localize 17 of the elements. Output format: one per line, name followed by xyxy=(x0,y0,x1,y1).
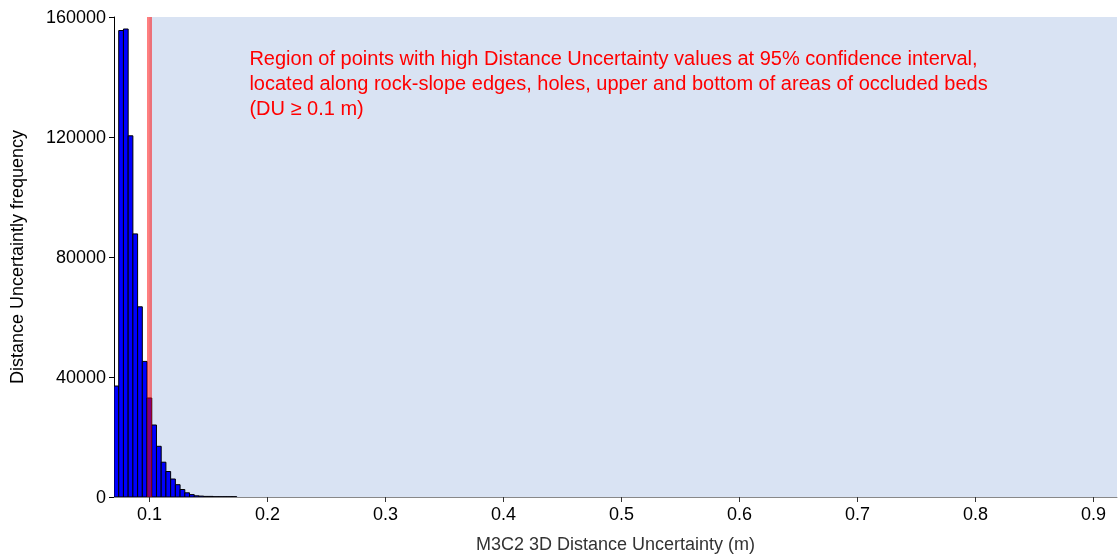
x-tick-label: 0.2 xyxy=(254,504,280,524)
y-tick-label: 0 xyxy=(95,487,106,507)
y-tick-label: 40000 xyxy=(55,367,106,387)
x-tick-label: 0.6 xyxy=(726,504,752,524)
x-tick-label: 0.1 xyxy=(136,504,162,524)
band-label: Region of points with high Distance Uncertainty values at 95% confidence interval, located along rock-slope edges, holes, upper and bottom of areas of occluded beds (DU ≥ 0.1 m) xyxy=(249,46,994,119)
y-axis-title: Distance Uncertaintly frequency xyxy=(7,129,27,385)
x-tick-label: 0.4 xyxy=(490,504,516,524)
y-tick-label: 120000 xyxy=(45,127,106,147)
x-tick-label: 0.9 xyxy=(1080,504,1106,524)
x-axis-title: M3C2 3D Distance Uncertainty (m) xyxy=(475,534,756,554)
y-tick-label: 80000 xyxy=(55,247,106,267)
x-tick-label: 0.3 xyxy=(372,504,398,524)
x-tick-label: 0.5 xyxy=(608,504,634,524)
y-tick-label: 160000 xyxy=(45,7,106,27)
x-tick-label: 0.7 xyxy=(844,504,870,524)
x-tick-label: 0.8 xyxy=(962,504,988,524)
